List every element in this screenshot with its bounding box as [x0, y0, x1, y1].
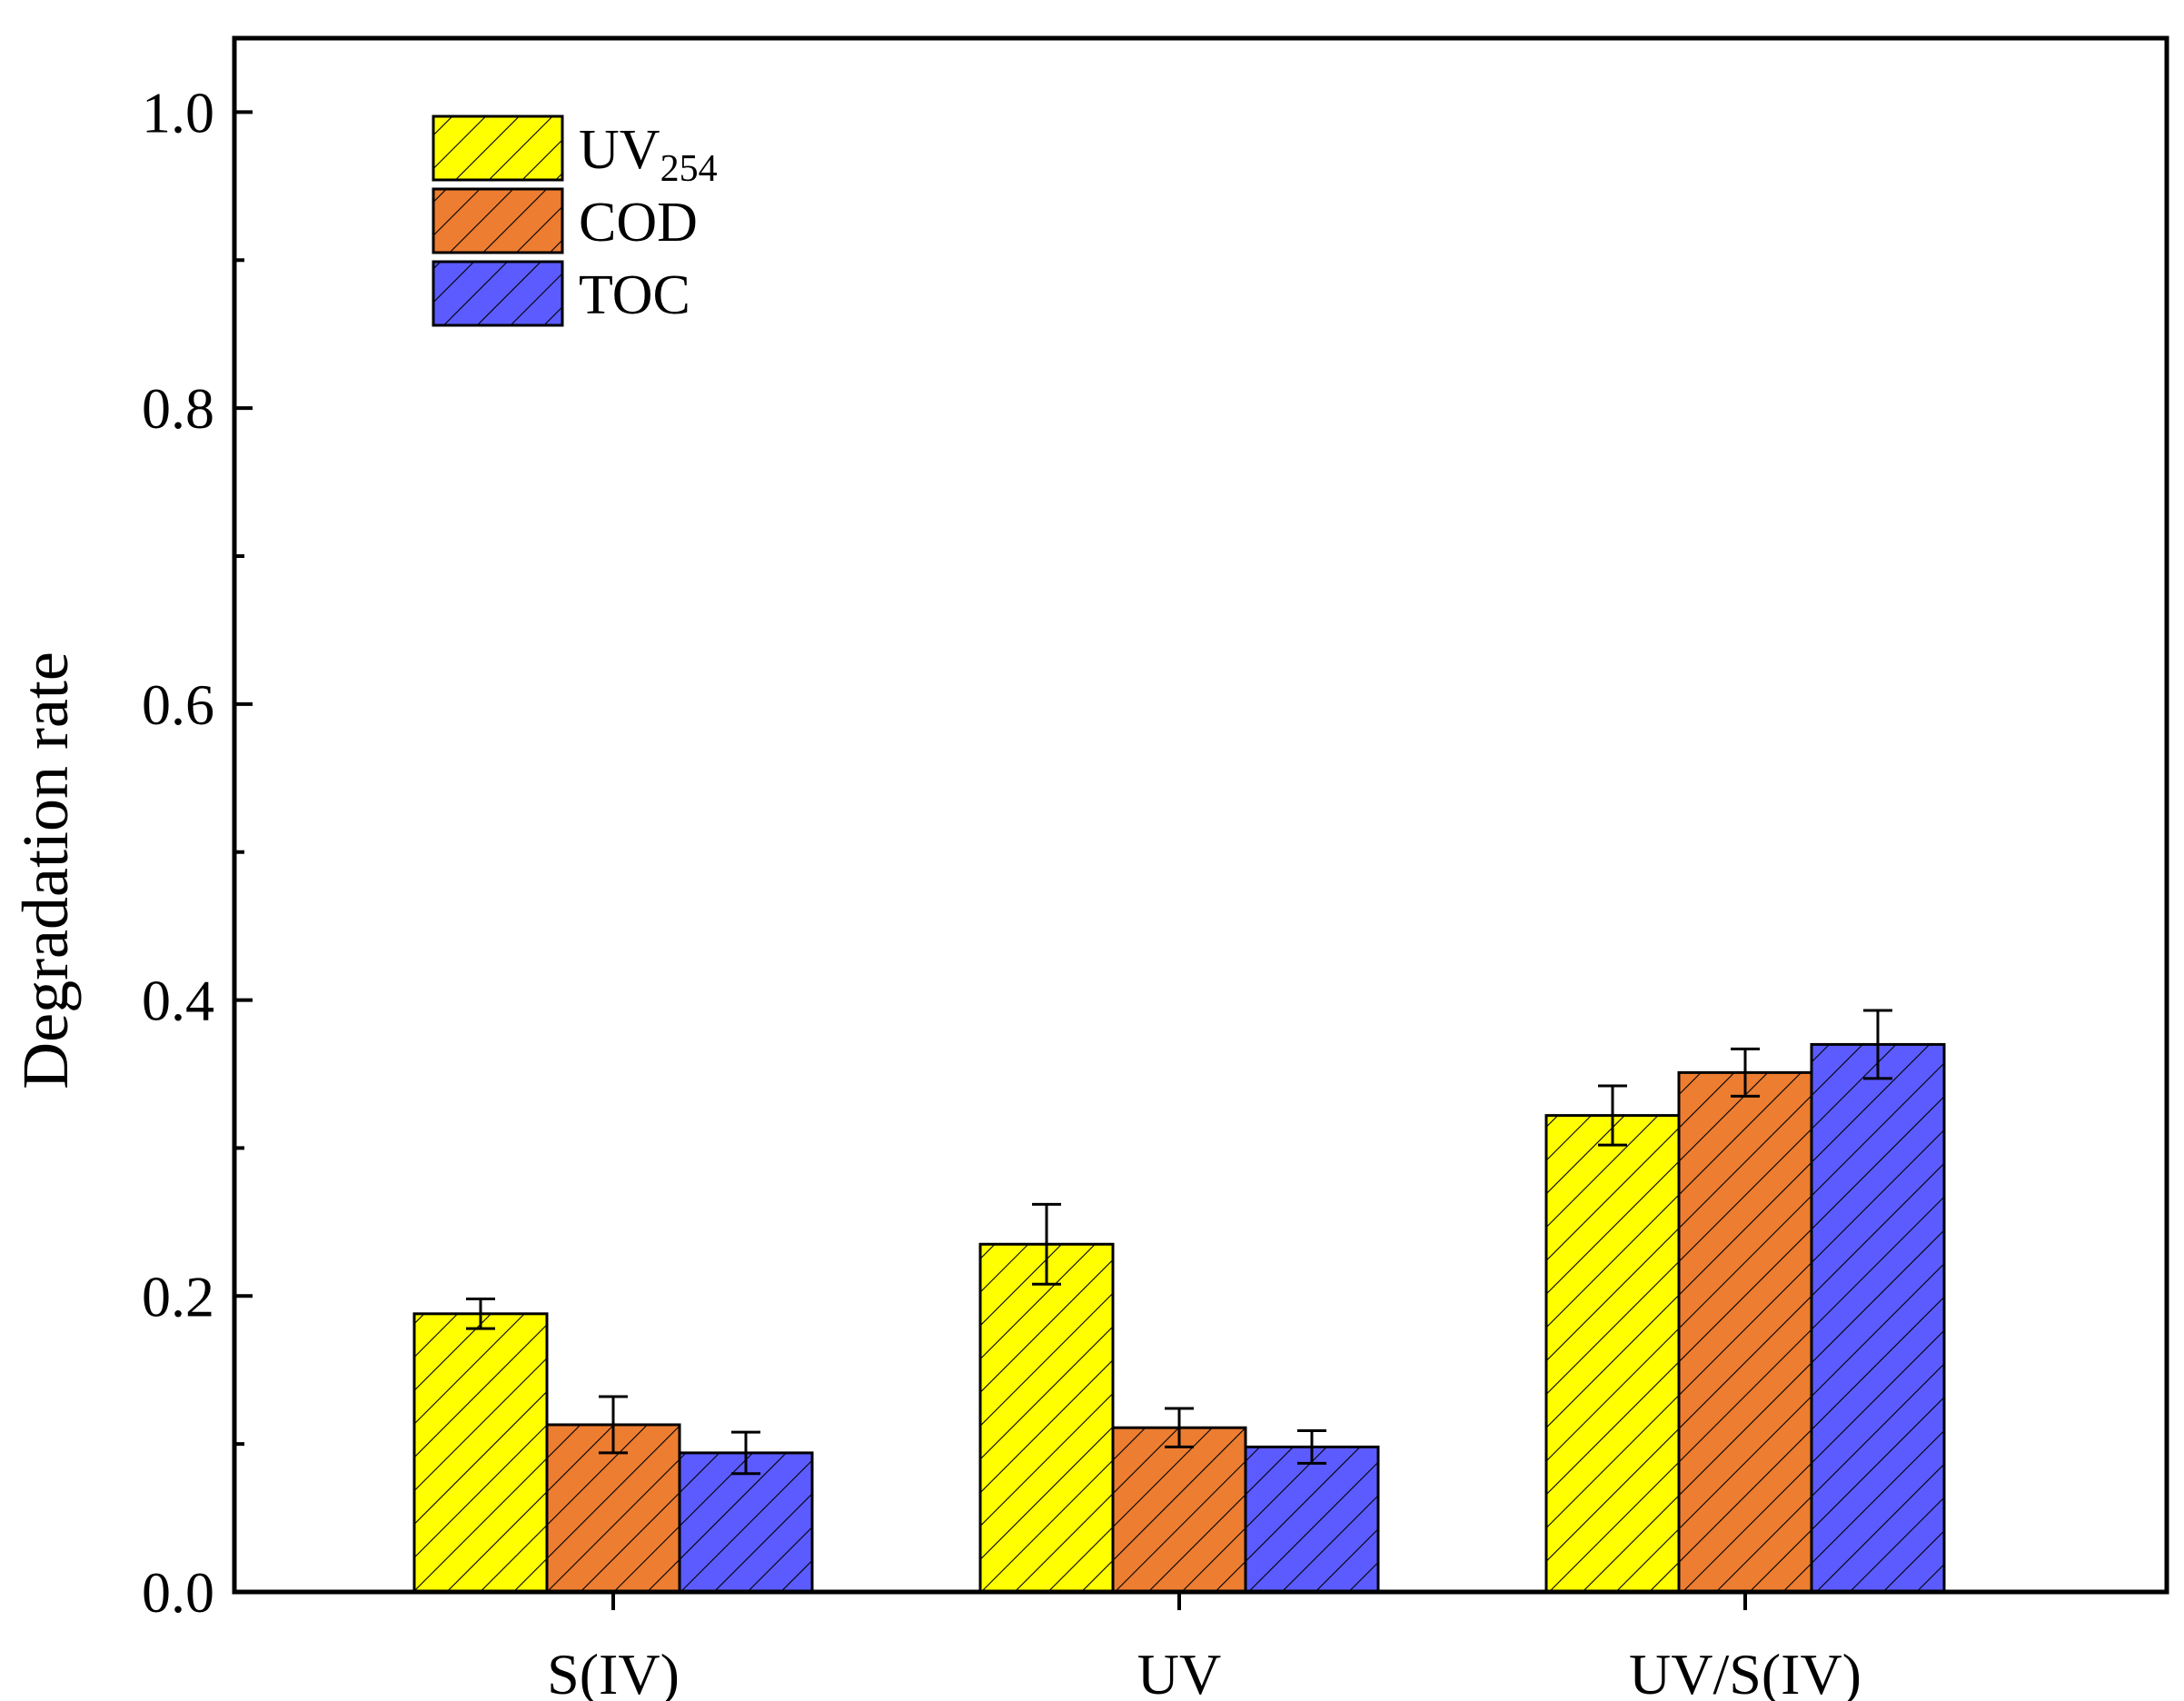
bar-series: [412, 1042, 1946, 1594]
bar-hatch: [1544, 1114, 1681, 1594]
y-axis-title: Degradation rate: [9, 652, 82, 1089]
bar-hatch: [1244, 1445, 1380, 1594]
y-tick-label: 0.8: [142, 376, 214, 441]
y-tick-label: 0.2: [142, 1264, 214, 1328]
x-tick-label: UV/S(IV): [1629, 1642, 1861, 1701]
legend-swatch-hatch: [432, 114, 564, 182]
legend-label-subscript: 254: [660, 148, 718, 190]
bar-hatch: [1810, 1042, 1946, 1594]
legend-label: TOC: [579, 264, 690, 326]
y-tick-label: 1.0: [142, 80, 214, 144]
y-axis: 0.0 0.2 0.4 0.6 0.8 1.0: [142, 80, 253, 1625]
legend-label: UV254: [579, 119, 718, 190]
bar-hatch: [978, 1242, 1115, 1594]
bar-hatch: [1677, 1070, 1813, 1594]
legend-swatch-hatch: [432, 187, 564, 254]
plot-frame: [232, 35, 2169, 1595]
bar-hatch: [678, 1451, 814, 1594]
y-tick-label: 0.4: [142, 969, 214, 1033]
x-tick-label: S(IV): [547, 1642, 680, 1701]
y-tick-label: 0.0: [142, 1560, 214, 1625]
bar-hatch: [412, 1312, 549, 1594]
bar-hatch: [1111, 1426, 1247, 1594]
x-tick-label: UV: [1137, 1642, 1221, 1701]
error-bars: [466, 1009, 1892, 1476]
x-axis: S(IV) UV UV/S(IV): [547, 1592, 1861, 1701]
y-tick-label: 0.6: [142, 672, 214, 737]
legend-label: COD: [579, 192, 698, 254]
legend-swatch-hatch: [432, 260, 564, 327]
